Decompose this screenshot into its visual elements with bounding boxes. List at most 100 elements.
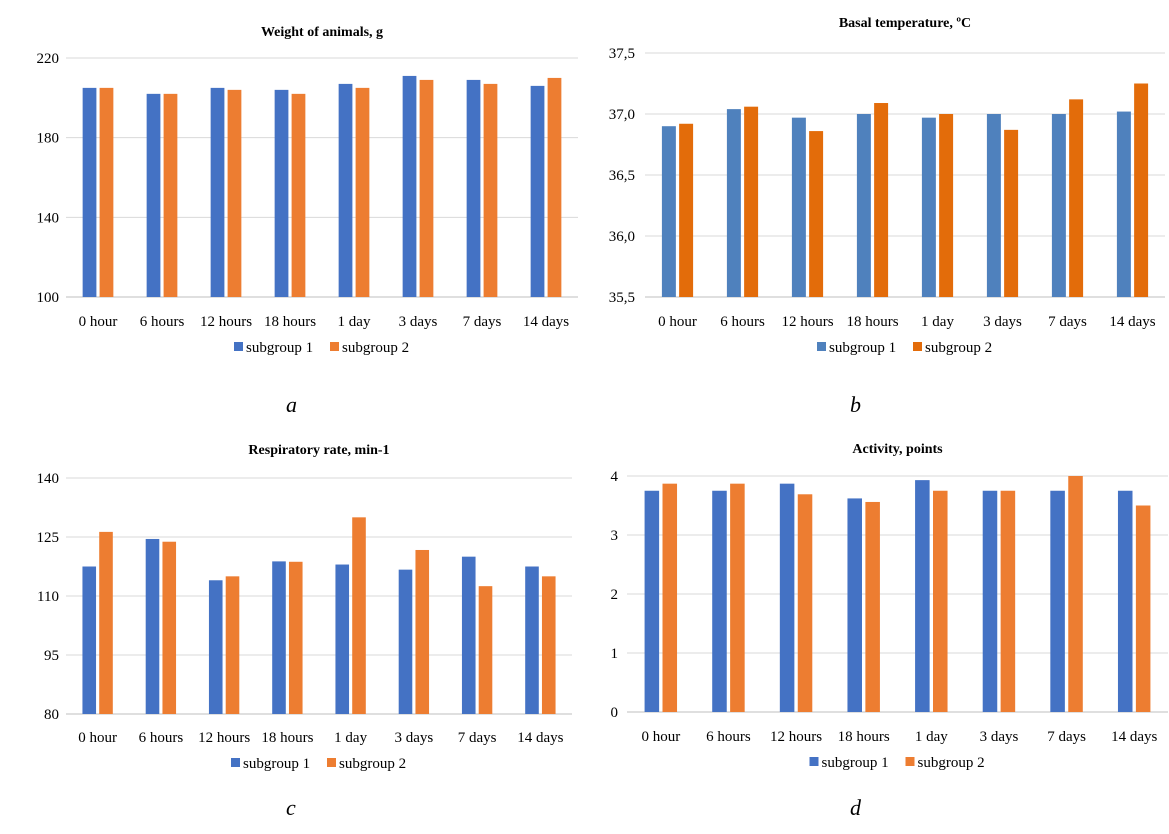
bar-1 (661, 126, 676, 297)
bar-2 (227, 89, 242, 297)
bar-2 (730, 483, 745, 712)
bar-2 (419, 79, 434, 298)
y-tick-label: 37,5 (609, 46, 635, 62)
y-tick-label: 140 (37, 471, 60, 487)
bar-1 (779, 483, 795, 712)
bar-2 (478, 586, 493, 714)
panel-letter-a: a (286, 392, 297, 417)
bar-1 (986, 114, 1001, 297)
panel-letter-c: c (286, 795, 296, 820)
bar-2 (225, 576, 240, 714)
bar-2 (662, 483, 678, 712)
bar-1 (726, 109, 741, 298)
chart-panel-c: Respiratory rate, min-1 80 95 110 125 140 0 ho… (0, 420, 585, 834)
bar-2 (541, 576, 556, 714)
y-tick-label: 180 (37, 131, 60, 147)
bar-1 (1050, 490, 1065, 712)
bar-1 (1051, 114, 1066, 297)
bar-1 (530, 85, 545, 297)
x-tick-label: 12 hours (198, 730, 250, 746)
x-tick-label: 14 days (517, 730, 563, 746)
y-tick-label: 95 (44, 648, 59, 664)
bar-1 (82, 87, 97, 297)
bar-2 (288, 561, 303, 714)
bar-2 (939, 114, 954, 297)
bar-1 (915, 480, 930, 712)
bar-2 (163, 93, 178, 297)
x-tick-label: 0 hour (658, 314, 697, 330)
chart-b-svg: Basal temperature, ºC 35,5 36,0 36,5 37,0 37,… (609, 16, 1165, 356)
bar-1 (338, 83, 353, 298)
bar-1 (335, 564, 350, 714)
bar-1 (210, 87, 225, 297)
bar-2 (483, 83, 498, 298)
x-tick-label: 14 days (523, 314, 569, 330)
bar-1 (82, 566, 97, 714)
chart-panel-b: Basal temperature, ºC 35,5 36,0 36,5 37,0 37,… (585, 0, 1169, 420)
chart-d-svg: Activity, points 0 1 2 3 4 0 hour 6 hours 12 hou… (611, 442, 1168, 771)
bar-2 (99, 87, 114, 297)
chart-a-svg: Weight of animals, g 100 140 180 220 0 hour 6 … (37, 25, 578, 356)
y-tick-label: 3 (611, 528, 619, 544)
bar-2 (679, 123, 694, 297)
legend-swatch-2 (330, 342, 339, 351)
chart-title: Respiratory rate, min-1 (248, 443, 389, 458)
legend-swatch-1 (234, 342, 243, 351)
bar-1 (466, 79, 481, 298)
bar-2 (809, 131, 824, 297)
bar-2 (162, 541, 177, 714)
bar-2 (933, 490, 948, 712)
legend-label: subgroup 1 (246, 340, 313, 356)
legend-swatch-2 (327, 758, 336, 767)
x-tick-label: 0 hour (79, 314, 118, 330)
bar-1 (712, 490, 727, 712)
y-tick-label: 1 (611, 646, 619, 662)
x-tick-label: 1 day (334, 730, 367, 746)
bar-1 (1117, 490, 1133, 712)
bar-1 (1116, 111, 1131, 297)
legend-swatch-1 (817, 342, 826, 351)
bar-1 (525, 566, 539, 714)
bar-2 (291, 93, 306, 297)
bar-2 (1069, 99, 1084, 297)
bar-1 (982, 490, 998, 712)
x-tick-label: 7 days (1047, 729, 1086, 745)
bar-1 (856, 114, 871, 297)
x-tick-label: 3 days (399, 314, 438, 330)
bar-1 (398, 569, 413, 714)
y-tick-label: 80 (44, 707, 59, 723)
x-tick-label: 6 hours (139, 730, 184, 746)
bar-1 (274, 89, 289, 297)
bar-2 (355, 87, 370, 297)
legend-label: subgroup 2 (342, 340, 409, 356)
y-tick-label: 125 (37, 530, 60, 546)
y-tick-label: 36,5 (609, 168, 635, 184)
x-tick-label: 18 hours (846, 314, 898, 330)
y-tick-label: 140 (37, 210, 60, 226)
x-tick-label: 12 hours (770, 729, 822, 745)
x-tick-label: 14 days (1109, 314, 1155, 330)
y-tick-label: 110 (37, 589, 59, 605)
x-tick-label: 18 hours (838, 729, 890, 745)
bar-1 (644, 490, 660, 712)
y-tick-label: 36,0 (609, 229, 635, 245)
bar-1 (208, 580, 223, 714)
chart-panel-a: Weight of animals, g 100 140 180 220 0 hour 6 … (0, 0, 585, 420)
legend-label: subgroup 1 (822, 755, 889, 771)
bar-1 (145, 538, 160, 714)
x-tick-label: 6 hours (720, 314, 765, 330)
bar-2 (1004, 129, 1019, 297)
legend-label: subgroup 1 (829, 340, 896, 356)
legend-label: subgroup 2 (339, 756, 406, 772)
x-tick-label: 6 hours (706, 729, 751, 745)
y-tick-label: 2 (611, 587, 619, 603)
bar-2 (1134, 83, 1149, 297)
x-tick-label: 0 hour (78, 730, 117, 746)
legend-label: subgroup 1 (243, 756, 310, 772)
x-tick-label: 12 hours (781, 314, 833, 330)
y-tick-label: 220 (37, 51, 60, 67)
bar-1 (847, 498, 862, 712)
y-tick-label: 0 (611, 705, 619, 721)
x-tick-label: 0 hour (641, 729, 680, 745)
x-tick-label: 1 day (921, 314, 954, 330)
